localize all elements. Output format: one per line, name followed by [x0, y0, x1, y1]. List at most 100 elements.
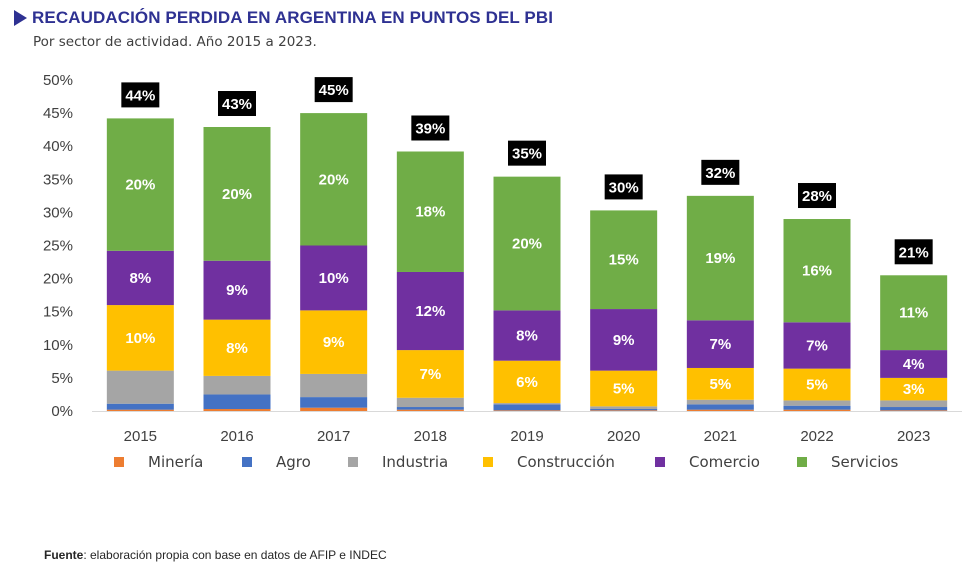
total-label-box [701, 159, 740, 185]
bar-segment [493, 176, 561, 311]
bar-segment [880, 275, 948, 351]
total-label: 30% [609, 179, 639, 196]
y-tick-label: 20% [43, 271, 73, 288]
data-label: 9% [323, 334, 345, 351]
legend-item: Comercio [655, 453, 760, 471]
source-note: Fuente: elaboración propia con base en d… [44, 548, 387, 562]
bar-segment [783, 368, 851, 401]
bar-segment [783, 219, 851, 323]
bar-segment [783, 400, 851, 406]
y-tick-label: 30% [43, 204, 73, 221]
legend-swatch [655, 457, 665, 467]
legend-swatch [242, 457, 252, 467]
total-label: 45% [319, 82, 349, 99]
y-tick-label: 35% [43, 171, 73, 188]
data-label: 12% [415, 303, 445, 320]
bar-segment [203, 409, 271, 411]
title-block: RECAUDACIÓN PERDIDA EN ARGENTINA EN PUNT… [14, 8, 553, 28]
data-label: 8% [129, 270, 151, 287]
bar-segment [590, 370, 658, 407]
y-tick-label: 15% [43, 304, 73, 321]
bar-segment [783, 409, 851, 411]
bar-segment [396, 409, 464, 411]
y-tick-label: 0% [51, 403, 73, 420]
data-label: 7% [806, 337, 828, 354]
bar-segment [880, 407, 948, 411]
y-tick-label: 5% [51, 370, 73, 387]
data-label: 15% [609, 252, 639, 269]
data-label: 9% [613, 332, 635, 349]
bar-segment [203, 375, 271, 395]
data-label: 18% [415, 204, 445, 221]
data-label: 10% [125, 330, 155, 347]
x-tick-label: 2022 [800, 428, 833, 445]
bar-segment [783, 322, 851, 369]
bar-segment [396, 397, 464, 408]
legend-item: Minería [114, 453, 203, 471]
legend-label: Industria [382, 453, 449, 471]
total-label-box [121, 82, 160, 108]
x-tick-label: 2020 [607, 428, 640, 445]
data-label: 16% [802, 263, 832, 280]
data-label: 7% [709, 336, 731, 353]
bar-segment [686, 320, 754, 368]
legend-item: Servicios [797, 453, 898, 471]
legend: Minería Agro Industria Construcción Comercio… [0, 453, 977, 473]
bar-segment [300, 373, 368, 398]
y-tick-label: 40% [43, 138, 73, 155]
y-tick-label: 10% [43, 337, 73, 354]
bar-segment [493, 403, 561, 405]
bar-segment [880, 350, 948, 378]
data-label: 20% [512, 236, 542, 253]
legend-label: Minería [148, 453, 204, 471]
bar-segment [493, 310, 561, 361]
bar-segment [396, 271, 464, 351]
bar-segment [880, 400, 948, 408]
total-label: 32% [705, 165, 735, 182]
x-tick-label: 2021 [704, 428, 737, 445]
data-label: 8% [226, 340, 248, 357]
total-label: 21% [899, 244, 929, 261]
y-tick-label: 45% [43, 105, 73, 122]
data-label: 20% [222, 186, 252, 203]
total-label: 44% [125, 87, 155, 104]
bar-segment [300, 113, 368, 246]
total-label-box [314, 77, 353, 103]
data-label: 5% [613, 380, 635, 397]
bar-segment [203, 319, 271, 376]
bar-segment [590, 410, 658, 411]
bar-segment [590, 210, 658, 310]
x-tick-label: 2019 [510, 428, 543, 445]
bar-segment [493, 360, 561, 404]
data-label: 3% [903, 381, 925, 398]
legend-swatch [483, 457, 493, 467]
total-label: 43% [222, 96, 252, 113]
bar-segment [396, 151, 464, 272]
x-tick-label: 2023 [897, 428, 930, 445]
x-tick-label: 2015 [124, 428, 157, 445]
stacked-bar-chart: 0% 5% 10% 15% 20% 25% 30% 35% 40% 45% 50% 10% 8% 20% 4… [43, 72, 962, 445]
legend-label: Comercio [689, 453, 760, 471]
chart-title: RECAUDACIÓN PERDIDA EN ARGENTINA EN PUNT… [32, 8, 554, 27]
legend-label: Servicios [831, 453, 899, 471]
x-tick-label: 2018 [414, 428, 447, 445]
data-label: 19% [705, 250, 735, 267]
bar-segment [106, 403, 174, 410]
x-tick-label: 2016 [220, 428, 253, 445]
legend-item: Agro [242, 453, 311, 471]
x-tick-label: 2017 [317, 428, 350, 445]
data-label: 20% [125, 177, 155, 194]
bar-segment [590, 406, 658, 410]
bar-segment [203, 260, 271, 320]
bar-segment [396, 407, 464, 410]
bar-segment [300, 407, 368, 411]
data-label: 8% [516, 328, 538, 345]
bar-segment [300, 310, 368, 374]
total-label-box [604, 174, 643, 200]
bar-segment [783, 405, 851, 410]
total-label: 39% [415, 120, 445, 137]
legend-swatch [797, 457, 807, 467]
bar-segment [880, 410, 948, 411]
legend-label: Agro [276, 453, 311, 471]
bar-segment [396, 350, 464, 398]
